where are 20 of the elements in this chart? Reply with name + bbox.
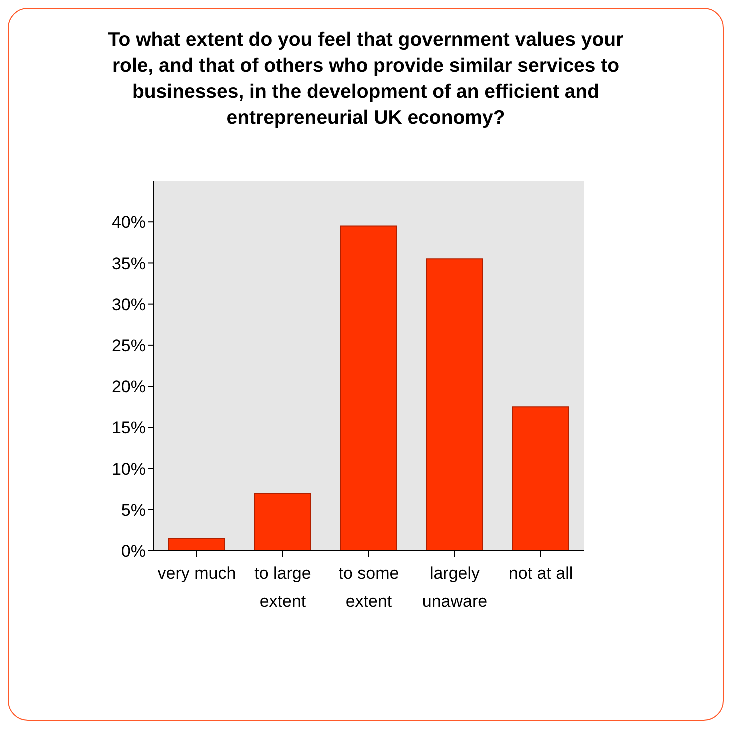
y-tick-label: 10% [112,460,146,479]
y-tick-label: 35% [112,254,146,274]
y-tick-label: 0% [121,542,146,562]
bar [168,538,226,551]
bar [426,258,484,551]
y-tick-label: 20% [112,378,146,397]
x-tick-label: to large extent [254,564,312,612]
bar [340,226,398,551]
y-tick-label: 30% [112,295,146,314]
y-tick-label: 5% [121,500,146,520]
y-tick-label: 15% [112,418,146,438]
y-tick-label: 40% [112,213,146,232]
x-tick-label: not at all [508,564,574,584]
chart-title: To what extent do you feel that government values your role, and that of others who provide similar services to businesses, in the development of an efficient and entrepreneurial UK economy? [107,28,625,131]
x-tick-label: to some extent [338,564,400,612]
x-tick-label: very much [158,564,236,584]
y-tick-label: 25% [112,336,146,356]
bar [512,406,570,551]
bar [254,492,312,551]
x-tick-label: largely unaware [422,564,488,612]
